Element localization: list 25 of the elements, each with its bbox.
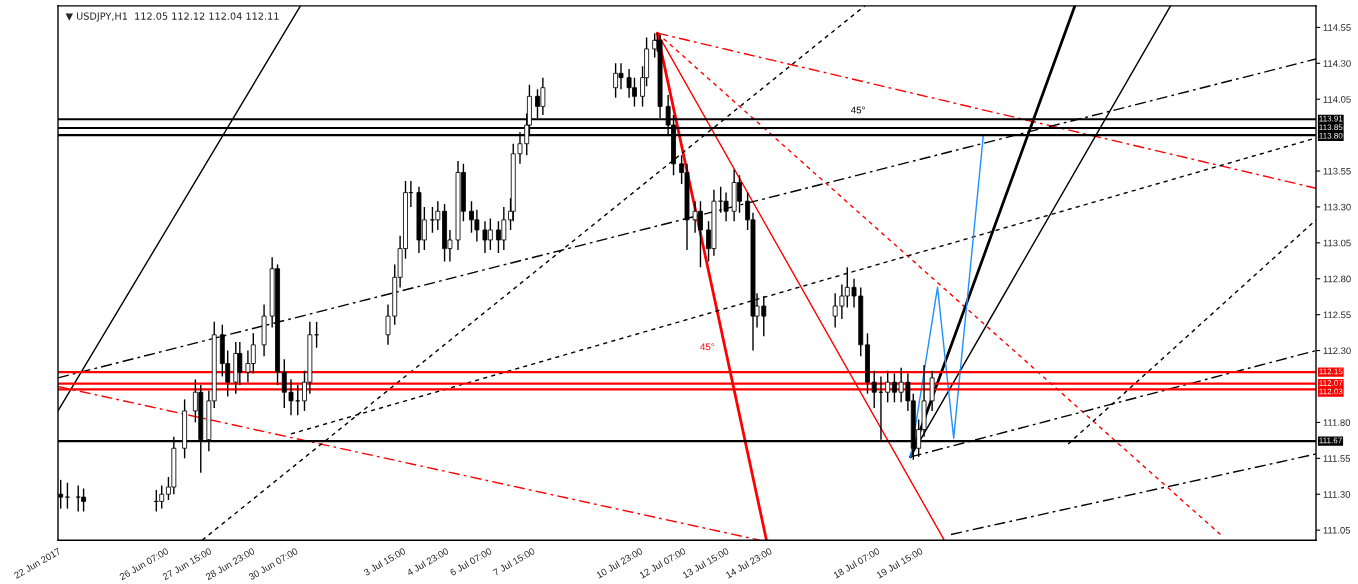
y-tick-label: 111.05	[1323, 526, 1351, 534]
ref-line-label: 112.15	[1319, 368, 1343, 375]
y-tick-label: 112.30	[1323, 347, 1351, 355]
x-tick-label: 22 Jun 2017	[13, 547, 62, 579]
y-tick-label: 114.05	[1323, 96, 1351, 103]
ref-line-label: 112.03	[1319, 388, 1343, 395]
y-tick-label: 111.30	[1323, 491, 1351, 498]
y-tick-label: 112.80	[1323, 275, 1351, 283]
y-tick-label: 112.55	[1323, 311, 1351, 319]
annotation: 45°	[850, 106, 865, 114]
ref-line-label: 113.91	[1319, 115, 1343, 122]
annotation: 45°	[700, 343, 715, 351]
y-tick-label: 113.05	[1323, 239, 1351, 247]
y-tick-label: 113.30	[1323, 203, 1351, 211]
ref-line-label: 112.07	[1319, 380, 1343, 386]
y-tick-label: 114.30	[1323, 60, 1351, 67]
y-tick-label: 114.55	[1323, 24, 1351, 31]
y-tick-label: 111.80	[1323, 419, 1351, 426]
ref-line-label: 111.67	[1319, 437, 1342, 444]
y-tick-label: 113.55	[1323, 167, 1351, 175]
ref-line-label: 113.80	[1319, 132, 1343, 139]
y-tick-label: 111.55	[1323, 455, 1351, 462]
ref-line-label: 113.85	[1319, 124, 1343, 131]
x-tick-label: 6 Jul 07:00	[449, 547, 493, 577]
text: ▼ USDJPY,H1 112.05 112.12 112.04 112.11	[65, 12, 279, 22]
